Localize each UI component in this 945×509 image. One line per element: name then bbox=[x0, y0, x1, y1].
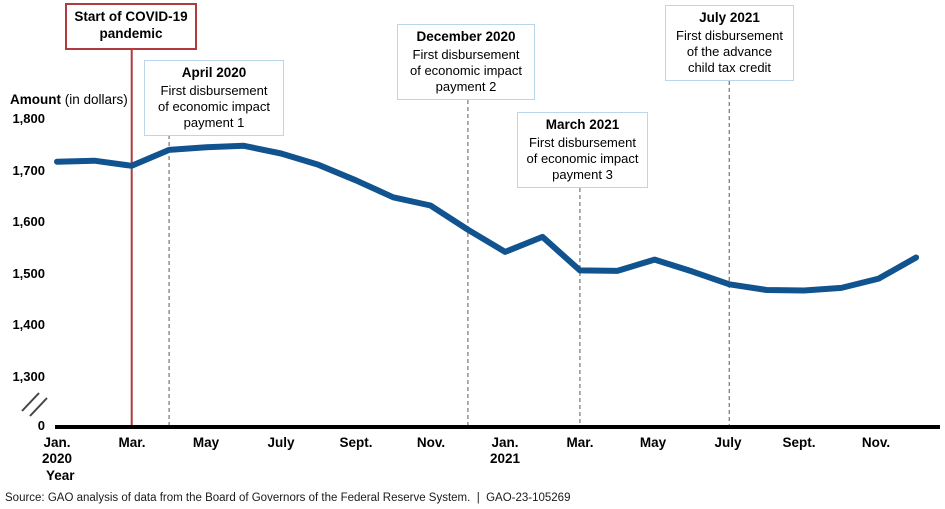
y-tick: 1,500 bbox=[12, 266, 45, 281]
annotation-march-2021-body: First disbursement of economic impact pa… bbox=[520, 135, 645, 183]
source-note: Source: GAO analysis of data from the Bo… bbox=[5, 492, 571, 504]
annotation-body-line: payment 3 bbox=[552, 167, 613, 183]
annotation-april-2020-title: April 2020 bbox=[181, 65, 247, 80]
annotation-july-2021: July 2021 First disbursement of the adva… bbox=[665, 5, 794, 81]
x-tick: Jan. bbox=[43, 435, 71, 450]
x-tick: Sept. bbox=[782, 435, 816, 450]
annotation-covid-title-line: pandemic bbox=[99, 26, 163, 42]
annotation-march-2021-title: March 2021 bbox=[545, 117, 620, 132]
y-tick: 1,700 bbox=[12, 163, 45, 178]
annotation-december-2020-title: December 2020 bbox=[416, 29, 516, 44]
annotation-body-line: First disbursement bbox=[676, 28, 783, 44]
annotation-july-2021-title: July 2021 bbox=[699, 10, 760, 25]
x-year-2021: 2021 bbox=[489, 451, 521, 466]
y-tick: 1,800 bbox=[12, 111, 45, 126]
y-tick: 1,400 bbox=[12, 317, 45, 332]
annotation-december-2020-body: First disbursement of economic impact pa… bbox=[400, 47, 532, 95]
annotation-body-line: payment 1 bbox=[183, 115, 245, 131]
annotation-body-line: First disbursement bbox=[160, 83, 268, 99]
x-tick: Mar. bbox=[118, 435, 146, 450]
axis-break-icon bbox=[21, 392, 40, 412]
annotation-covid: Start of COVID-19 pandemic bbox=[65, 3, 197, 50]
x-tick: Nov. bbox=[416, 435, 446, 450]
y-axis-title-bold: Amount bbox=[10, 92, 61, 107]
annotation-body-line: payment 2 bbox=[435, 79, 497, 95]
x-tick: July bbox=[267, 435, 295, 450]
annotation-july-2021-body: First disbursement of the advance child … bbox=[668, 28, 791, 76]
annotation-body-line: of economic impact bbox=[410, 63, 522, 79]
x-tick: May bbox=[192, 435, 220, 450]
x-axis-line bbox=[55, 425, 940, 429]
axis-break-icon bbox=[29, 397, 48, 417]
annotation-april-2020-body: First disbursement of economic impact pa… bbox=[147, 83, 281, 131]
annotation-body-line: of the advance bbox=[686, 44, 773, 60]
annotation-covid-title-line: Start of COVID-19 bbox=[74, 9, 188, 24]
annotation-body-line: First disbursement bbox=[412, 47, 520, 63]
annotation-march-2021: March 2021 First disbursement of economi… bbox=[517, 112, 648, 188]
annotation-april-2020: April 2020 First disbursement of economi… bbox=[144, 60, 284, 136]
y-axis-title: Amount (in dollars) bbox=[10, 92, 128, 107]
x-axis-title: Year bbox=[46, 468, 75, 483]
x-tick: May bbox=[639, 435, 667, 450]
annotation-body-line: of economic impact bbox=[158, 99, 270, 115]
annotation-december-2020: December 2020 First disbursement of econ… bbox=[397, 24, 535, 100]
annotation-body-line: child tax credit bbox=[687, 60, 772, 76]
y-tick-zero: 0 bbox=[37, 418, 45, 433]
x-tick: Mar. bbox=[566, 435, 594, 450]
annotation-covid-title: Start of COVID-19 pandemic bbox=[69, 8, 193, 43]
y-tick: 1,600 bbox=[12, 214, 45, 229]
y-tick: 1,300 bbox=[12, 369, 45, 384]
annotation-body-line: First disbursement bbox=[529, 135, 636, 151]
x-tick: Nov. bbox=[861, 435, 891, 450]
data-line-amount bbox=[54, 142, 920, 294]
x-year-2020: 2020 bbox=[41, 451, 73, 466]
x-tick: July bbox=[714, 435, 742, 450]
x-tick: Sept. bbox=[339, 435, 373, 450]
x-tick: Jan. bbox=[491, 435, 519, 450]
y-axis-title-units: (in dollars) bbox=[61, 92, 128, 107]
annotation-body-line: of economic impact bbox=[526, 151, 639, 167]
